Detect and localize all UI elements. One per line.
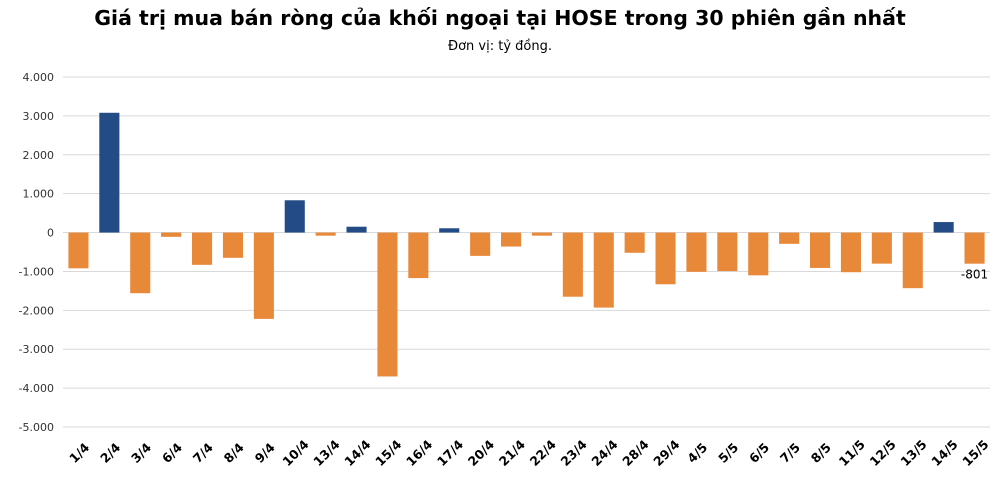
bar: [531, 232, 552, 236]
y-tick-label: -2.000: [19, 304, 54, 317]
y-tick-label: 0: [47, 227, 54, 240]
x-tick-label: 7/4: [190, 440, 216, 466]
bar: [315, 232, 336, 236]
bar: [717, 232, 738, 272]
x-axis-categories: 1/4 2/4 3/4 6/4 7/4 8/4 9/4 10/413/414/415/416/…: [66, 436, 991, 468]
x-tick-label: 12/5: [867, 437, 899, 469]
y-tick-label: -4.000: [19, 382, 54, 395]
bar: [593, 232, 614, 308]
x-tick-label: 15/4: [372, 436, 404, 468]
x-tick-label: 22/4: [527, 436, 559, 468]
x-tick-label: 14/5: [928, 437, 960, 469]
chart-title: Giá trị mua bán ròng của khối ngoại tại …: [94, 6, 906, 30]
x-tick-label: 28/4: [619, 436, 651, 468]
bar: [377, 232, 398, 377]
chart-subtitle: Đơn vị: tỷ đồng.: [448, 39, 552, 54]
bar: [964, 232, 985, 264]
x-tick-label: 9/4: [252, 440, 278, 466]
x-tick-label: 13/4: [310, 436, 342, 468]
y-tick-label: -5.000: [19, 421, 54, 434]
x-tick-label: 16/4: [403, 436, 435, 468]
bar: [68, 232, 89, 269]
x-tick-label: 7/5: [777, 440, 803, 466]
gridlines: [63, 76, 990, 428]
bar: [686, 232, 707, 272]
x-tick-label: 11/5: [836, 437, 868, 469]
bar: [470, 232, 491, 256]
x-tick-label: 4/5: [684, 440, 710, 466]
bar: [902, 232, 923, 289]
bar: [501, 232, 522, 247]
x-tick-label: 8/5: [808, 440, 834, 466]
bar: [99, 112, 120, 233]
bar: [346, 226, 367, 233]
x-tick-label: 6/5: [746, 440, 772, 466]
x-tick-label: 29/4: [650, 436, 682, 468]
data-labels: -801: [961, 268, 988, 282]
y-tick-label: 2.000: [23, 149, 55, 162]
x-tick-label: 15/5: [959, 437, 991, 469]
x-tick-label: 23/4: [558, 436, 590, 468]
bar: [655, 232, 676, 285]
x-tick-label: 14/4: [341, 436, 373, 468]
bar: [408, 232, 429, 279]
x-tick-label: 3/4: [128, 440, 154, 466]
bar: [810, 232, 831, 268]
bar: [253, 232, 274, 319]
bar: [748, 232, 769, 276]
x-tick-label: 5/5: [715, 440, 741, 466]
bar: [933, 222, 954, 233]
bar: [840, 232, 861, 273]
bar: [222, 232, 243, 258]
x-tick-label: 1/4: [66, 440, 92, 466]
x-tick-label: 8/4: [221, 440, 247, 466]
bars: [68, 112, 985, 377]
x-tick-label: 2/4: [97, 440, 123, 466]
bar: [284, 200, 305, 233]
x-tick-label: 10/4: [279, 436, 311, 468]
bar: [130, 232, 151, 294]
bar: [779, 232, 800, 244]
y-tick-label: -3.000: [19, 343, 54, 356]
x-tick-label: 13/5: [897, 437, 929, 469]
y-tick-label: 1.000: [23, 188, 55, 201]
bar: [192, 232, 213, 265]
data-label: -801: [961, 268, 988, 282]
y-tick-label: -1.000: [19, 265, 54, 278]
x-tick-label: 20/4: [465, 436, 497, 468]
y-tick-label: 3.000: [23, 110, 55, 123]
bar: [439, 228, 460, 233]
x-tick-label: 17/4: [434, 436, 466, 468]
bar: [624, 232, 645, 253]
bar: [562, 232, 583, 297]
x-tick-label: 6/4: [159, 440, 185, 466]
bar: [871, 232, 892, 264]
x-tick-label: 21/4: [496, 436, 528, 468]
y-tick-label: 4.000: [23, 71, 55, 84]
y-axis-ticks: 4.000 3.000 2.000 1.000 0 -1.000 -2.000 -3.000 -…: [19, 71, 54, 434]
bar: [161, 232, 182, 237]
x-tick-label: 24/4: [588, 436, 620, 468]
